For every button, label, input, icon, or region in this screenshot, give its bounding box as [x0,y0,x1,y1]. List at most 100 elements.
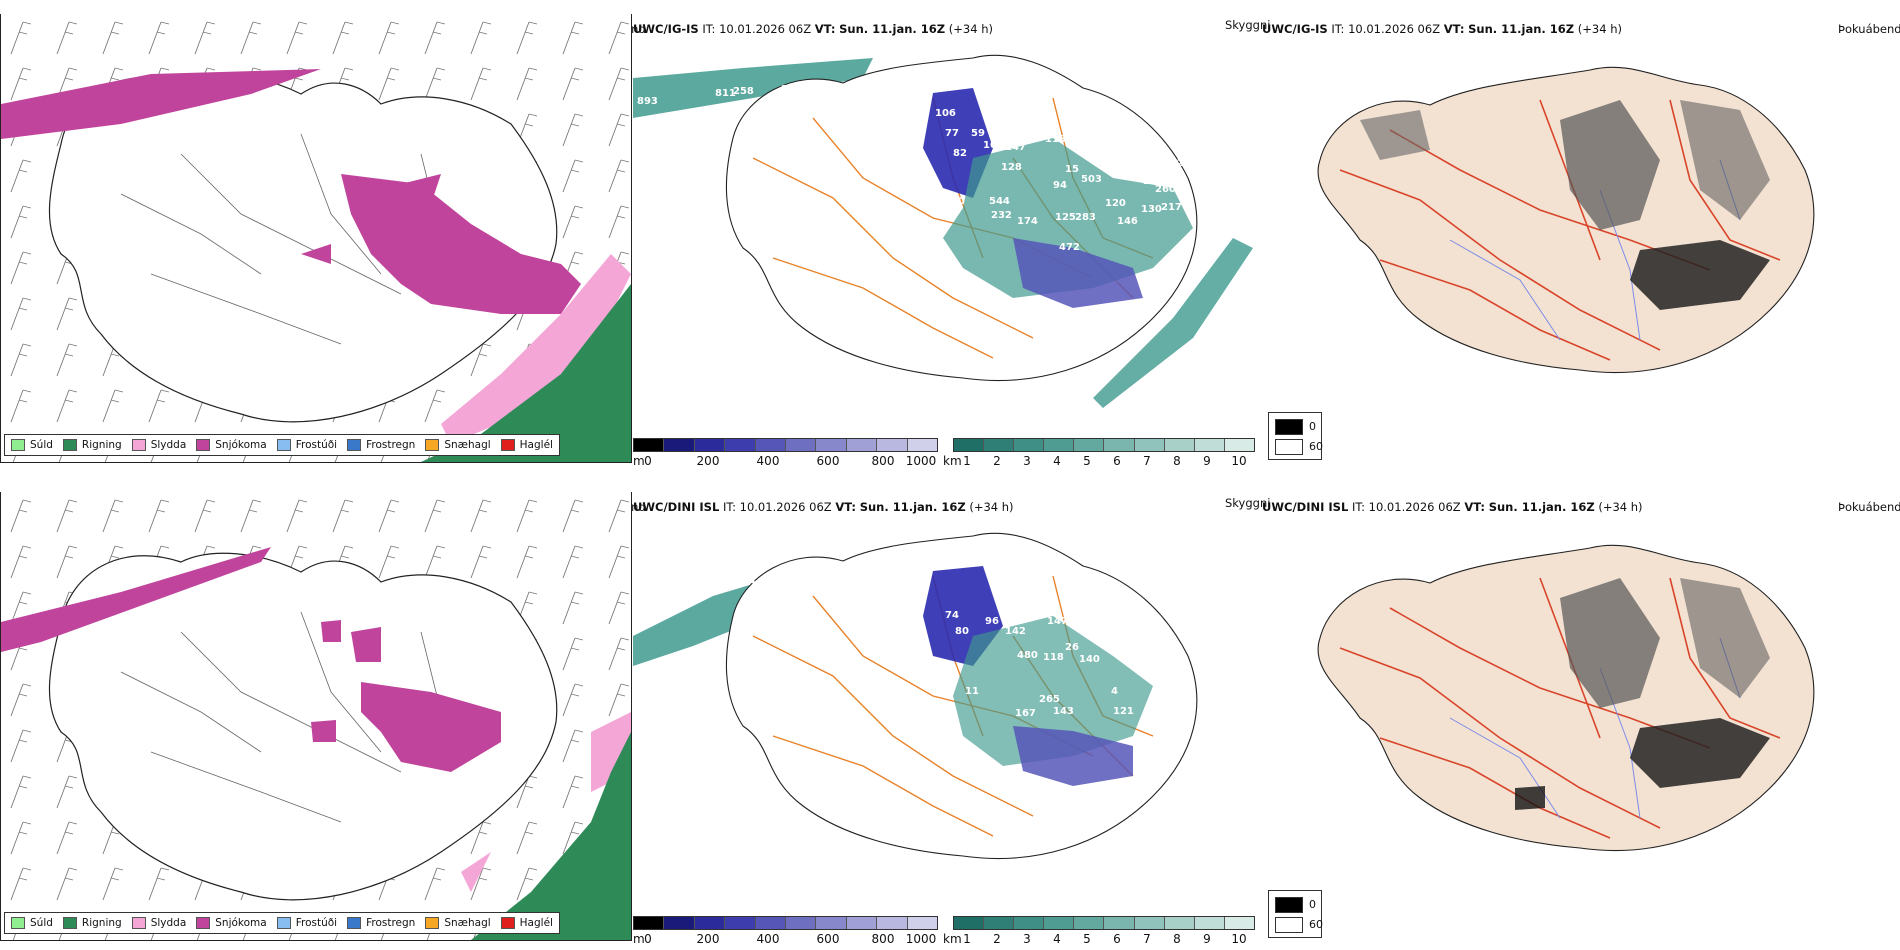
fog-map-svg [1317,66,1815,373]
fog-panel-title: UWC/IG-IS IT: 10.01.2026 06Z VT: Sun. 11… [1262,22,1622,36]
vt-value: Sun. 11.jan. 16Z [839,22,946,36]
legend-swatch [11,439,25,451]
cloud-label: 265 [1039,694,1060,705]
colorbar-tick: 1000 [905,932,937,946]
fog-gray-area-1 [1560,100,1660,230]
cloud-label: 59 [971,128,985,139]
row-2: UWC/DINI ISL IT: 10.01.2026 06Z VT: Sun.… [0,478,1900,950]
it-value: 10.01.2026 06Z [719,22,812,36]
colorbar-tick: 5 [1083,932,1091,946]
precip-legend: Súld Rigning Slydda Snjókoma Frostúði Fr… [4,912,560,934]
colorbar-tick: 200 [696,932,720,946]
legend-label: Slydda [150,439,187,451]
legend-item-rain: Rigning [62,917,122,929]
it-label: IT: [722,500,736,514]
it-label: IT: [1351,500,1365,514]
visibility-interior [943,138,1193,298]
colorbar-tick: 8 [1173,932,1181,946]
fog-legend-label: 0 [1309,420,1316,433]
fog-gray-area-2 [1680,578,1770,698]
snow-band-nw [1,547,271,652]
legend-item-freezing-rain: Frostregn [347,439,415,451]
row-1: UWC/IG-IS IT: 10.01.2026 06Z VT: Sun. 11… [0,0,1900,470]
visibility-title: Skyggni [1225,18,1271,32]
roads [120,133,442,345]
cloud-label: 77 [945,128,959,139]
visibility-title: Skyggni [1225,496,1271,510]
model-name: UWC/IG-IS [1262,22,1328,36]
cloud-label: 182 [725,102,746,113]
legend-swatch [131,917,146,929]
cloud-label: 120 [1105,198,1126,209]
fog-panel-title: UWC/DINI ISL IT: 10.01.2026 06Z VT: Sun.… [1262,500,1643,514]
low-cloud-south [1013,726,1133,786]
legend-label: Snæhagl [444,439,491,451]
legend-label: Snjókoma [215,917,267,929]
it-label: IT: [702,22,716,36]
fog-gray-area-1 [1560,578,1660,708]
cloud-label: 96 [985,616,999,627]
fog-legend: 0 60 [1268,412,1323,460]
fog-index-title: Þokuábendi [1838,500,1900,514]
vt-label: VT: [1443,22,1465,36]
visibility-interior [953,616,1153,766]
fog-swatch [1275,897,1303,913]
colorbar-tick: 1 [963,932,971,946]
cloud-label: 217 [1161,202,1182,213]
colorbar-tick: 0 [644,454,652,468]
colorbar-tick: 9 [1203,932,1211,946]
cloud-base-labels: 893 811 258 182 231 106 77 59 82 102 147… [633,38,1273,428]
visibility-band-se [1093,238,1253,408]
legend-swatch [347,439,362,451]
cloud-label: 276 [809,572,830,583]
cloud-label: 11 [965,686,979,697]
fog-swatch [1275,439,1303,455]
cloud-label: 260 [1155,184,1176,195]
cloud-label: 140 [1079,654,1100,665]
legend-item-drizzle: Súld [11,917,53,929]
legend-item-freezing-drizzle: Frostúði [276,917,337,929]
cloud-label: 80 [955,626,969,637]
cloud-label: 83 [995,114,1009,125]
legend-swatch [62,439,77,451]
legend-label: Haglél [519,439,553,451]
cloud-map-svg [633,532,1198,859]
cloud-label: 147 [1005,142,1026,153]
legend-item-rain: Rigning [62,439,122,451]
cloud-label: 31 [1013,560,1027,571]
colorbar-tick: 3 [1023,932,1031,946]
legend-label: Snjókoma [215,439,267,451]
cloud-label: 90 [951,196,965,207]
cloud-label: 74 [945,610,959,621]
colorbar-tick: 600 [816,454,840,468]
colorbar-tick: 1000 [905,454,937,468]
cloud-label: 82 [953,148,967,159]
snow-interior [341,174,581,314]
vt-label: VT: [1464,500,1486,514]
colorbar-tick: 2 [993,454,1001,468]
lead-time: (+34 h) [1598,500,1643,514]
legend-swatch [196,917,211,929]
legend-swatch [425,439,440,451]
cloud-label: 232 [991,210,1012,221]
it-value: 10.01.2026 06Z [1368,500,1461,514]
cloud-label: 118 [1043,652,1064,663]
fog-swatch [1275,419,1303,435]
legend-item-drizzle: Súld [11,439,53,451]
cloud-label: 15 [1065,164,1079,175]
legend-swatch [425,917,440,929]
vt-label: VT: [814,22,836,36]
legend-swatch [131,439,146,451]
fog-dark-area [1630,240,1770,310]
cloud-label: 4 [1111,686,1118,697]
colorbar-tick: 10 [1231,932,1247,946]
snow-patches [311,620,381,742]
fog-legend-label: 60 [1309,918,1323,931]
colorbar-blocks [633,438,938,452]
legend-swatch [276,439,291,451]
legend-swatch [62,917,77,929]
vt-value: Sun. 11.jan. 16Z [1488,500,1595,514]
legend-swatch [276,917,291,929]
legend-label: Frostúði [295,439,338,451]
cloud-label: 106 [935,108,956,119]
